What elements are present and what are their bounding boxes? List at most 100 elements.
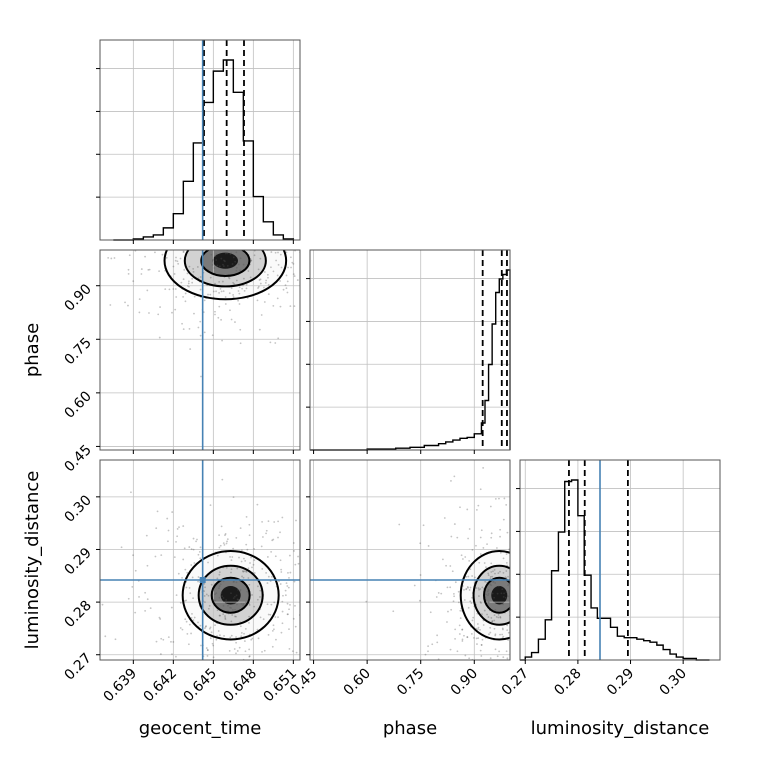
sample-point	[486, 590, 489, 593]
sample-point	[477, 626, 480, 629]
sample-point	[138, 298, 141, 301]
sample-point	[507, 583, 510, 585]
sample-point	[203, 299, 206, 302]
sample-point	[293, 305, 296, 308]
sample-point	[440, 592, 443, 595]
sample-point	[200, 375, 202, 378]
sample-point	[456, 536, 459, 539]
sample-point	[199, 320, 202, 323]
sample-point	[113, 246, 115, 248]
sample-point	[187, 280, 190, 283]
sample-point	[171, 653, 173, 656]
sample-point	[542, 582, 544, 584]
x-tick-label-geocent_time: 0.648	[220, 666, 260, 706]
sample-point	[199, 546, 202, 549]
sample-point	[453, 523, 456, 525]
sample-point	[460, 554, 463, 557]
sample-point	[561, 577, 563, 579]
sample-point	[294, 625, 297, 628]
sample-point	[191, 277, 194, 280]
sample-point	[157, 313, 160, 316]
sample-point	[579, 556, 581, 558]
sample-point	[227, 243, 229, 245]
sample-point	[214, 242, 216, 244]
sample-point	[203, 241, 205, 243]
sample-point	[199, 223, 201, 225]
sample-point	[545, 538, 547, 540]
sample-point	[511, 610, 513, 612]
sample-point	[499, 633, 501, 636]
sample-point	[484, 704, 486, 706]
sample-point	[284, 284, 287, 287]
sample-point	[471, 596, 473, 599]
sample-point	[224, 618, 227, 620]
y-tick-label-phase: 0.60	[61, 388, 94, 421]
sample-point	[516, 637, 518, 639]
sample-point	[231, 263, 234, 265]
sample-point	[221, 595, 224, 598]
sample-point	[279, 531, 281, 534]
sample-point	[285, 248, 287, 250]
sample-point	[392, 610, 395, 613]
sample-point	[207, 594, 210, 597]
sample-point	[323, 290, 325, 292]
panel-frames-layer	[99, 39, 721, 661]
sample-point	[506, 531, 509, 534]
sample-point	[435, 596, 438, 598]
sample-point	[277, 263, 280, 266]
sample-point	[224, 252, 227, 255]
sample-point	[262, 536, 264, 538]
sample-point	[498, 497, 500, 500]
sample-point	[286, 280, 289, 283]
sample-point	[266, 603, 269, 606]
sample-point	[246, 590, 249, 593]
sample-point	[237, 263, 240, 266]
sample-point	[464, 654, 467, 657]
sample-point	[250, 638, 253, 641]
sample-point	[137, 232, 139, 234]
sample-point	[149, 607, 152, 609]
sample-point	[179, 244, 181, 246]
sample-point	[481, 586, 484, 589]
sample-point	[463, 599, 466, 601]
sample-point	[187, 282, 190, 285]
sample-point	[226, 252, 229, 255]
sample-point	[436, 641, 439, 644]
sample-point	[515, 626, 517, 628]
sample-point	[220, 290, 223, 293]
sample-point	[219, 614, 221, 617]
sample-point	[502, 628, 504, 631]
sample-point	[230, 607, 233, 609]
sample-point	[484, 580, 487, 583]
sample-point	[442, 685, 444, 687]
sample-point	[513, 591, 515, 593]
sample-point	[225, 542, 228, 545]
sample-point	[512, 652, 514, 654]
sample-point	[293, 550, 295, 552]
sample-point	[177, 243, 179, 245]
sample-point	[257, 268, 260, 271]
sample-point	[514, 604, 516, 606]
sample-point	[193, 312, 195, 315]
sample-point	[285, 274, 288, 277]
sample-point	[250, 227, 252, 229]
sample-point	[259, 282, 262, 285]
contours-geocent_time-vs-phase	[163, 250, 288, 301]
sample-point	[316, 310, 318, 312]
sample-point	[195, 540, 197, 543]
sample-point	[156, 510, 159, 513]
sample-point	[565, 605, 567, 607]
sample-point	[538, 532, 540, 534]
sample-point	[492, 581, 495, 584]
sample-point	[453, 595, 456, 598]
sample-point	[514, 532, 516, 534]
sample-point	[148, 312, 150, 314]
sample-point	[156, 672, 158, 674]
sample-point	[127, 597, 130, 600]
sample-point	[467, 586, 469, 589]
sample-point	[272, 270, 275, 273]
sample-point	[267, 575, 270, 578]
sample-point	[214, 310, 216, 313]
sample-point	[482, 624, 485, 626]
sample-point	[270, 251, 273, 253]
